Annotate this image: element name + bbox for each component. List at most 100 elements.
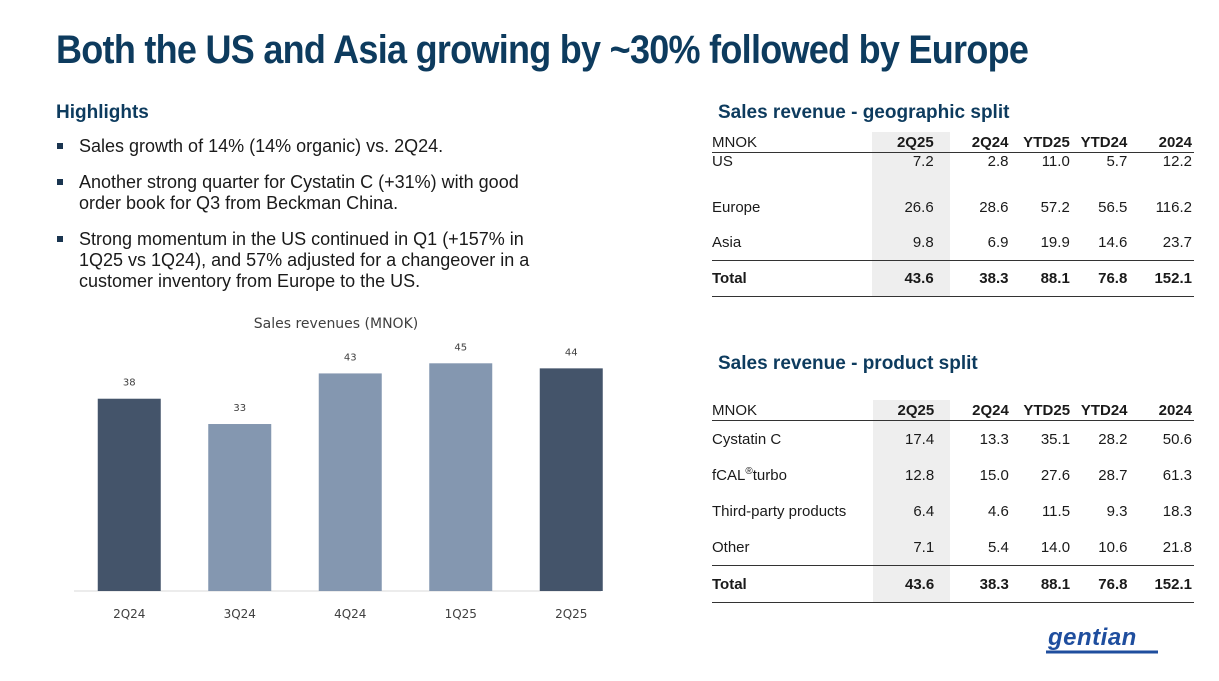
table-cell: 38.3 — [950, 565, 1011, 603]
table-cell: 56.5 — [1098, 199, 1128, 216]
row-label: Total — [712, 565, 873, 603]
geo-table-title: Sales revenue - geographic split — [718, 102, 1010, 123]
table-cell: 7.2 — [872, 152, 950, 190]
table-total-row: Total 43.6 38.3 88.1 76.8 152.1 — [712, 565, 1194, 603]
table-header-row: MNOK 2Q25 2Q24 YTD25 YTD24 2024 — [712, 132, 1194, 153]
row-label: Asia — [712, 234, 742, 251]
table-header-row: MNOK 2Q25 2Q24 YTD25 YTD24 2024 — [712, 400, 1194, 421]
table-row: Third-party products 6.4 4.6 11.5 9.3 18… — [712, 493, 1194, 529]
table-cell: 50.6 — [1162, 430, 1192, 448]
table-cell: 76.8 — [1072, 565, 1130, 603]
bullet-square-icon — [57, 236, 63, 242]
registered-mark: ® — [745, 466, 753, 477]
table-cell: 11.5 — [1041, 502, 1071, 520]
row-label: Cystatin C — [712, 430, 782, 448]
bar-3Q24 — [208, 424, 272, 591]
chart-title: Sales revenues (MNOK) — [254, 316, 418, 332]
table-cell: 27.6 — [1040, 466, 1071, 484]
bar-1Q25 — [429, 363, 493, 591]
table-cell: 5.7 — [1106, 153, 1128, 170]
column-header: 2Q25 — [872, 132, 950, 153]
x-tick-2Q25: 2Q25 — [555, 607, 587, 621]
highlights-heading: Highlights — [56, 102, 149, 123]
table-cell: 152.1 — [1129, 260, 1194, 297]
table-cell: 18.3 — [1162, 502, 1192, 520]
column-header: 2Q24 — [950, 400, 1011, 421]
highlight-bullet-2: Another strong quarter for Cystatin C (+… — [56, 172, 556, 214]
row-label: fCAL®turbo — [712, 457, 873, 493]
column-header: 2024 — [1129, 132, 1194, 153]
table-cell: 4.6 — [987, 502, 1009, 520]
product-split-table: MNOK 2Q25 2Q24 YTD25 YTD24 2024 Cystatin… — [712, 400, 1194, 603]
table-cell: 14.0 — [1040, 538, 1071, 556]
bullet-square-icon — [57, 143, 63, 149]
column-header: 2Q24 — [949, 132, 1011, 153]
table-cell: 43.6 — [872, 260, 950, 297]
table-cell: 9.8 — [872, 225, 950, 261]
column-header: YTD25 — [1010, 400, 1073, 421]
data-label-2Q25: 44 — [565, 347, 578, 358]
page-title: Both the US and Asia growing by ~30% fol… — [56, 28, 1029, 72]
bullet-square-icon — [57, 179, 63, 185]
fcal-suffix: turbo — [752, 467, 787, 484]
column-header: MNOK — [712, 132, 873, 153]
highlight-text-3: Strong momentum in the US continued in Q… — [79, 229, 530, 291]
table-cell: 88.1 — [1010, 260, 1072, 297]
table-row: Europe 26.6 28.6 57.2 56.5 116.2 — [712, 190, 1194, 225]
table-cell: 152.1 — [1129, 565, 1194, 603]
data-label-3Q24: 33 — [233, 403, 246, 414]
table-cell: 88.1 — [1010, 565, 1073, 603]
geographic-split-table: MNOK 2Q25 2Q24 YTD25 YTD24 2024 US 7.2 2… — [712, 132, 1194, 297]
highlight-bullet-1: Sales growth of 14% (14% organic) vs. 2Q… — [56, 136, 556, 157]
table-row: fCAL®turbo 12.8 15.0 27.6 28.7 61.3 — [712, 457, 1194, 493]
table-cell: 26.6 — [872, 190, 950, 225]
table-cell: 21.8 — [1162, 538, 1192, 556]
column-header: YTD24 — [1072, 400, 1130, 421]
column-header: YTD25 — [1010, 132, 1072, 153]
table-cell: 116.2 — [1155, 199, 1192, 216]
table-cell: 15.0 — [979, 466, 1009, 484]
highlight-bullet-3: Strong momentum in the US continued in Q… — [56, 229, 556, 292]
table-cell: 28.6 — [979, 199, 1009, 216]
table-cell: 43.6 — [872, 565, 951, 603]
row-label: Total — [712, 260, 873, 297]
data-label-1Q25: 45 — [454, 342, 467, 353]
table-cell: 6.9 — [987, 234, 1009, 251]
table-cell: 23.7 — [1162, 234, 1192, 251]
table-cell: 6.4 — [872, 493, 951, 529]
table-cell: 14.6 — [1098, 234, 1128, 251]
table-row: Cystatin C 17.4 13.3 35.1 28.2 50.6 — [712, 420, 1194, 457]
bar-2Q24 — [97, 398, 161, 591]
table-cell: 13.3 — [979, 430, 1009, 448]
highlight-text-1: Sales growth of 14% (14% organic) vs. 2Q… — [79, 136, 444, 156]
table-cell: 7.1 — [872, 529, 951, 566]
column-header: MNOK — [712, 400, 873, 421]
x-tick-2Q24: 2Q24 — [113, 607, 145, 621]
gentian-logo: gentian — [1046, 624, 1158, 654]
table-cell: 10.6 — [1098, 538, 1128, 556]
bar-4Q24 — [318, 373, 382, 591]
x-tick-3Q24: 3Q24 — [224, 607, 256, 621]
data-label-4Q24: 43 — [344, 352, 357, 363]
table-row: US 7.2 2.8 11.0 5.7 12.2 — [712, 152, 1194, 190]
data-label-2Q24: 38 — [123, 378, 136, 389]
product-table-title: Sales revenue - product split — [718, 353, 978, 374]
table-row: Asia 9.8 6.9 19.9 14.6 23.7 — [712, 225, 1194, 261]
logo-text: gentian — [1047, 624, 1137, 651]
x-tick-1Q25: 1Q25 — [445, 607, 477, 621]
highlights-list: Sales growth of 14% (14% organic) vs. 2Q… — [56, 136, 556, 307]
table-cell: 12.2 — [1162, 153, 1192, 170]
sales-revenue-chart: Sales revenues (MNOK) 38 2Q24 33 3Q24 43 4Q24… — [56, 308, 616, 638]
row-label: Third-party products — [712, 502, 847, 520]
table-cell: 38.3 — [949, 260, 1011, 297]
bar-chart-svg: Sales revenues (MNOK) 38 2Q24 33 3Q24 43 4Q24… — [74, 316, 603, 621]
table-cell: 11.0 — [1041, 153, 1070, 170]
column-header: 2024 — [1129, 400, 1194, 421]
table-cell: 28.7 — [1098, 466, 1128, 484]
table-cell: 2.8 — [987, 153, 1009, 170]
table-total-row: Total 43.6 38.3 88.1 76.8 152.1 — [712, 260, 1194, 297]
column-header: YTD24 — [1071, 132, 1130, 153]
bar-2Q25 — [539, 368, 603, 591]
table-cell: 61.3 — [1162, 466, 1192, 484]
highlight-text-2: Another strong quarter for Cystatin C (+… — [79, 172, 519, 213]
